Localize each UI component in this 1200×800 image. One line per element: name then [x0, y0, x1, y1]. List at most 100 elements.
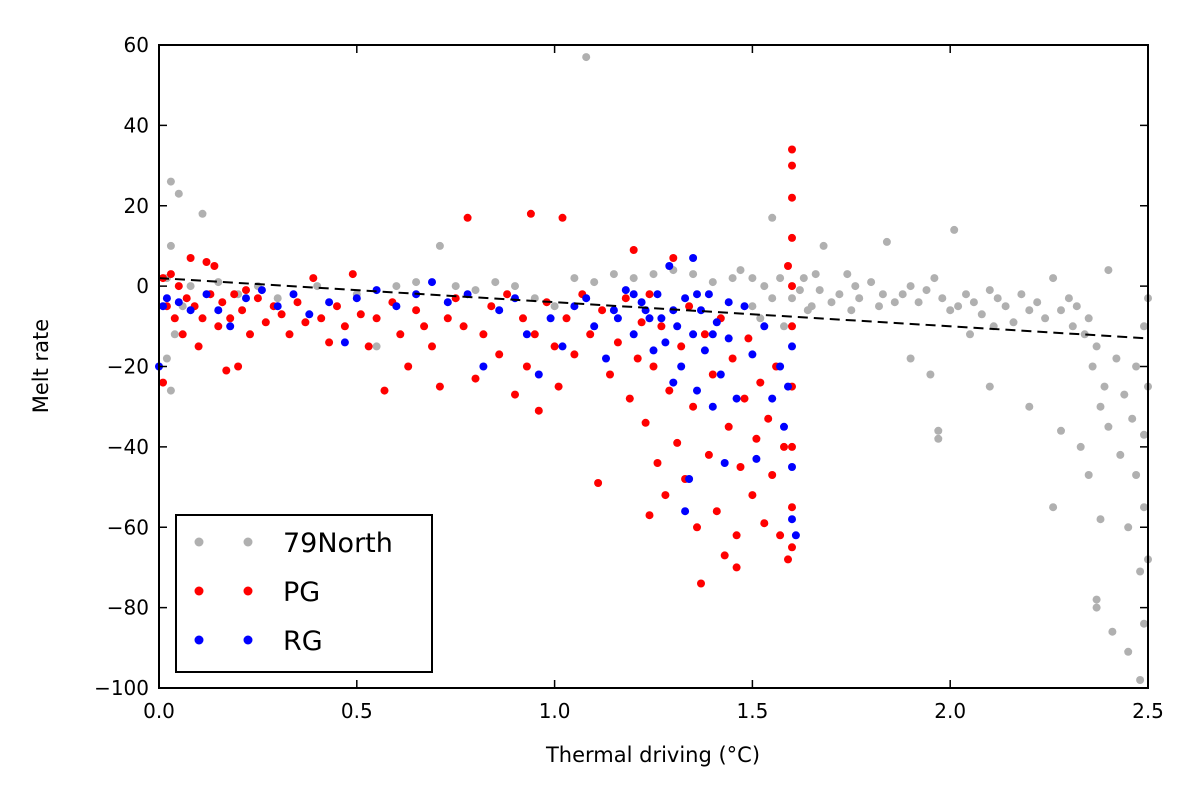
data-point	[930, 274, 939, 283]
data-point	[661, 491, 670, 500]
data-point	[768, 394, 777, 403]
data-point	[214, 322, 223, 331]
data-point	[495, 350, 504, 359]
data-point	[222, 366, 231, 375]
legend-marker	[243, 586, 253, 596]
data-point	[602, 354, 610, 363]
data-point	[673, 322, 682, 331]
data-point	[788, 342, 796, 351]
legend: 79North PG RG	[175, 514, 433, 673]
data-point	[1017, 290, 1026, 299]
data-point	[788, 543, 796, 552]
data-point	[1049, 274, 1058, 283]
data-point	[708, 278, 717, 287]
data-point	[693, 523, 701, 532]
data-point	[1068, 322, 1077, 331]
data-point	[590, 278, 599, 287]
data-point	[1076, 442, 1085, 451]
data-point	[776, 531, 785, 540]
data-point	[594, 479, 603, 487]
data-point	[356, 310, 365, 319]
data-point	[689, 330, 698, 339]
data-point	[1116, 450, 1125, 459]
data-point	[649, 346, 658, 355]
data-point	[760, 322, 769, 331]
data-point	[526, 209, 535, 218]
data-point	[724, 422, 733, 431]
data-point	[380, 386, 389, 395]
data-point	[728, 354, 737, 363]
data-point	[178, 330, 187, 339]
data-point	[645, 314, 654, 323]
data-point	[1057, 306, 1065, 315]
data-point	[661, 338, 670, 347]
data-point	[704, 450, 713, 459]
y-tick-label: −40	[107, 435, 149, 459]
axis-ticks: 0.0 0.5 1.0 1.5 2.0 2.5 −100 −80 −60 −40 −20 0 20 40 6…	[94, 33, 1164, 723]
data-point	[760, 282, 769, 291]
data-point	[1049, 503, 1058, 512]
data-point	[174, 298, 183, 307]
data-point	[637, 318, 646, 327]
data-point	[811, 270, 820, 279]
data-point	[606, 370, 614, 379]
data-point	[1092, 603, 1101, 612]
data-point	[784, 382, 792, 391]
data-point	[582, 53, 591, 62]
data-point	[681, 507, 690, 516]
x-tick-label: 1.0	[539, 699, 571, 723]
data-point	[609, 270, 618, 279]
data-point	[238, 306, 247, 315]
data-point	[882, 237, 891, 246]
data-point	[906, 282, 915, 291]
data-point	[420, 322, 429, 331]
legend-marker	[194, 635, 204, 645]
data-point	[317, 314, 326, 323]
data-point	[645, 511, 654, 520]
data-point	[835, 290, 844, 299]
data-point	[693, 290, 701, 299]
data-point	[736, 266, 745, 275]
data-point	[768, 471, 777, 479]
data-point	[665, 386, 674, 395]
data-point	[226, 314, 235, 323]
data-point	[162, 294, 171, 303]
data-point	[756, 314, 765, 323]
data-point	[246, 330, 254, 339]
data-point	[653, 290, 662, 299]
data-point	[799, 274, 808, 283]
data-point	[756, 378, 765, 387]
data-point	[166, 177, 175, 186]
data-point	[922, 286, 931, 295]
data-point	[788, 322, 796, 331]
data-point	[459, 322, 468, 331]
data-point	[689, 270, 698, 279]
data-point	[653, 459, 662, 467]
data-point	[1100, 382, 1109, 391]
data-point	[554, 382, 563, 391]
data-point	[752, 434, 761, 443]
data-point	[1104, 422, 1113, 431]
data-point	[788, 442, 796, 451]
data-point	[471, 286, 480, 295]
data-point	[875, 302, 883, 311]
data-point	[1132, 362, 1141, 371]
data-point	[748, 491, 757, 500]
data-point	[788, 294, 796, 303]
data-point	[273, 294, 282, 303]
data-point	[1096, 515, 1105, 524]
data-point	[780, 442, 788, 451]
data-point	[720, 551, 729, 560]
data-point	[522, 330, 531, 339]
data-point	[392, 302, 401, 311]
data-point	[546, 314, 555, 323]
data-point	[1064, 294, 1073, 303]
data-point	[1124, 647, 1133, 656]
data-points	[155, 53, 1152, 684]
data-point	[609, 306, 618, 315]
data-point	[788, 515, 796, 524]
data-point	[1120, 390, 1129, 399]
data-point	[673, 438, 682, 447]
data-point	[732, 563, 741, 572]
data-point	[1088, 362, 1097, 371]
